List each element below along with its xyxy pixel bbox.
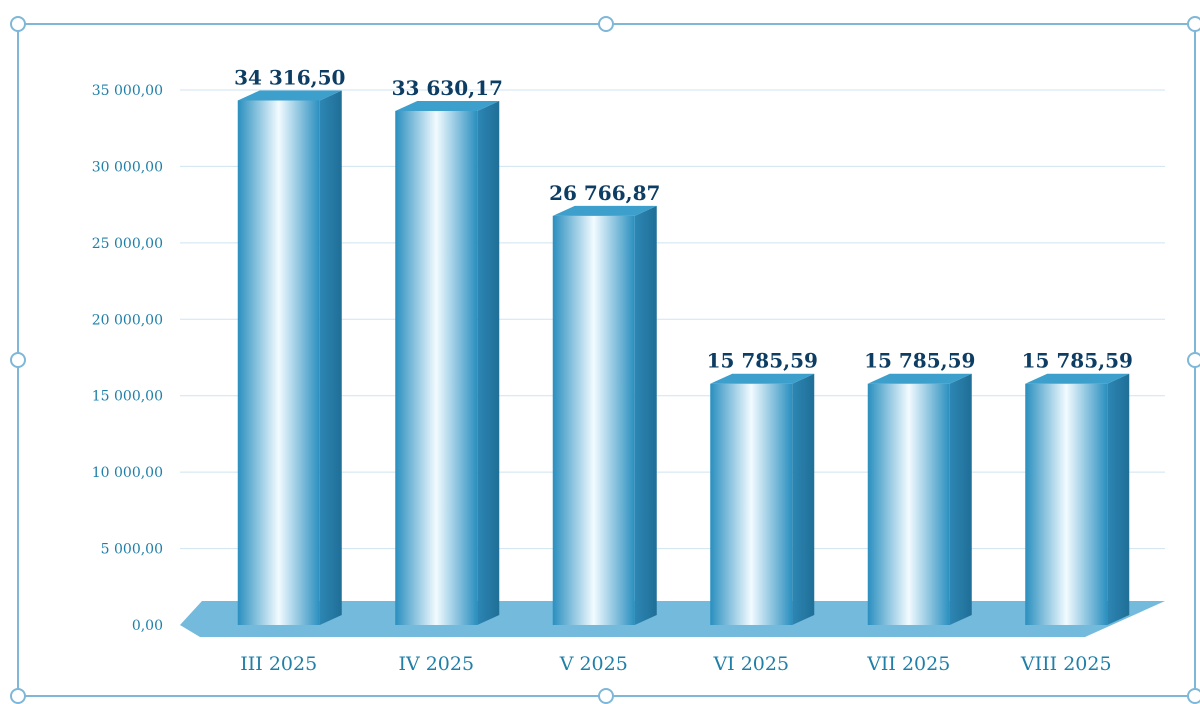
data-label: 15 785,59 — [707, 349, 818, 373]
bar-front — [237, 100, 320, 626]
y-tick-label: 35 000,00 — [92, 83, 163, 99]
bar — [552, 205, 657, 625]
x-tick-label: IV 2025 — [398, 653, 474, 675]
data-label: 33 630,17 — [392, 76, 503, 100]
bar-top — [1025, 373, 1130, 384]
y-tick-label: 25 000,00 — [92, 236, 163, 252]
bar-side — [1107, 373, 1130, 625]
data-label: 15 785,59 — [864, 349, 975, 373]
y-tick-label: 5 000,00 — [101, 542, 163, 558]
bar-side — [477, 100, 500, 625]
bar — [710, 373, 815, 625]
bar-side — [792, 373, 815, 625]
x-axis: III 2025 IV 2025 V 2025 VI 2025 VII 2025 VIII… — [240, 653, 1111, 675]
bar-front — [867, 383, 950, 625]
bar — [867, 373, 972, 625]
y-tick-label: 0,00 — [132, 618, 163, 634]
y-tick-label: 30 000,00 — [92, 159, 163, 175]
resize-handle — [10, 16, 26, 32]
data-label: 26 766,87 — [549, 181, 660, 205]
resize-handle — [10, 688, 26, 704]
y-tick-label: 20 000,00 — [92, 312, 163, 328]
bar — [237, 90, 342, 626]
y-tick-label: 10 000,00 — [92, 465, 163, 481]
bar-front — [1025, 383, 1108, 625]
data-label: 34 316,50 — [234, 65, 345, 89]
bar-top — [867, 373, 972, 384]
x-tick-label: III 2025 — [240, 653, 317, 675]
bar-top — [237, 90, 342, 101]
y-axis: 0,00 5 000,00 10 000,00 15 000,00 20 000,00 2… — [92, 83, 163, 634]
resize-handle — [598, 688, 614, 704]
bar-top — [395, 100, 500, 111]
y-tick-label: 15 000,00 — [92, 389, 163, 405]
data-label: 15 785,59 — [1022, 349, 1133, 373]
resize-handle — [1187, 688, 1200, 704]
bar-top — [710, 373, 815, 384]
bar — [395, 100, 500, 625]
bar-side — [634, 205, 657, 625]
bar-front — [395, 110, 478, 625]
x-tick-label: VI 2025 — [712, 653, 789, 675]
resize-handle — [1187, 16, 1200, 32]
bar-front — [710, 383, 793, 625]
bar-top — [552, 205, 657, 216]
data-labels: 34 316,50 33 630,17 26 766,87 15 785,59 15 7… — [234, 65, 1133, 372]
resize-handle — [598, 16, 614, 32]
bar-front — [552, 215, 635, 625]
resize-handle — [10, 352, 26, 368]
bars — [237, 90, 1130, 626]
bar — [1025, 373, 1130, 625]
bar-side — [319, 90, 342, 626]
x-tick-label: VIII 2025 — [1020, 653, 1112, 675]
chart-frame — [10, 16, 1200, 704]
bar-side — [949, 373, 972, 625]
resize-handle — [1187, 352, 1200, 368]
gridlines — [180, 89, 1165, 550]
x-tick-label: V 2025 — [559, 653, 628, 675]
x-tick-label: VII 2025 — [866, 653, 950, 675]
